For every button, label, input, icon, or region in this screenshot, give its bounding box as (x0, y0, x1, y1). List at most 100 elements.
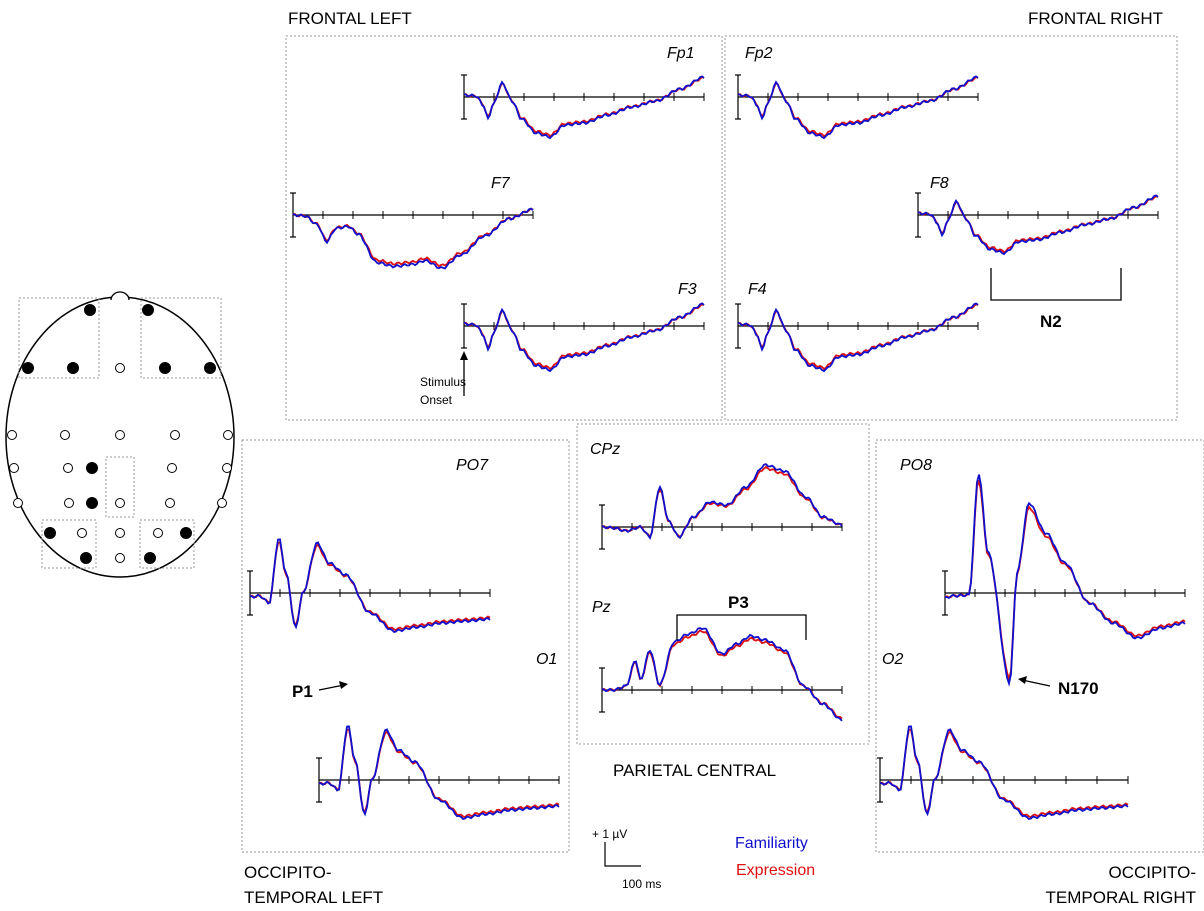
panel-fp1 (461, 74, 705, 140)
n170-arrow (1021, 679, 1051, 687)
trace-familiarity-po8 (944, 474, 1186, 687)
stimulus-onset-label-1: Stimulus (420, 375, 466, 389)
electrode-dot (13, 498, 23, 508)
n2-label: N2 (1040, 312, 1062, 331)
occipito-temporal-left-frame (241, 439, 570, 853)
electrode-dot-selected (86, 497, 98, 509)
legend-familiarity: Familiarity (735, 835, 808, 852)
trace-familiarity-pz (601, 627, 843, 722)
electrode-label-o1: O1 (536, 651, 557, 668)
panel-fp2 (735, 74, 979, 140)
occipito-temporal-right-frame (875, 439, 1204, 853)
electrode-dot-selected (159, 362, 171, 374)
trace-familiarity-fp1 (463, 75, 705, 140)
n170-label: N170 (1058, 679, 1099, 698)
trace-familiarity-cpz (601, 463, 843, 540)
panel-po8 (942, 474, 1186, 687)
trace-expression-po7 (249, 541, 491, 632)
trace-familiarity-fp2 (737, 75, 979, 140)
electrode-dot-selected (142, 304, 154, 316)
electrode-dot (170, 430, 180, 440)
panel-cpz (599, 463, 843, 550)
frontal-left-frame (285, 35, 723, 421)
electrode-dot (115, 528, 125, 538)
electrode-label-o2: O2 (882, 651, 903, 668)
montage-box-parietal (105, 456, 135, 518)
electrode-dot (217, 498, 227, 508)
electrode-label-f8: F8 (930, 175, 949, 192)
n170-arrowhead (1018, 676, 1027, 684)
electrode-dot-selected (86, 462, 98, 474)
trace-familiarity-f7 (292, 207, 534, 270)
scale-bar-lines (604, 842, 641, 867)
electrode-dot (115, 363, 125, 373)
legend-expression: Expression (736, 862, 815, 879)
region-label-frontal-right: FRONTAL RIGHT (1028, 9, 1163, 28)
trace-familiarity-o2 (879, 725, 1129, 820)
electrode-dot-selected (80, 552, 92, 564)
trace-familiarity-f4 (737, 302, 979, 373)
stimulus-onset-label-2: Onset (420, 393, 453, 407)
electrode-dot (222, 463, 232, 473)
scale-bar-amplitude: + 1 µV (592, 827, 627, 841)
electrode-label-fp2: Fp2 (745, 45, 773, 62)
montage-box-frontal-left (18, 297, 100, 379)
region-label-frontal-left: FRONTAL LEFT (288, 9, 412, 28)
electrode-dot-selected (84, 304, 96, 316)
trace-expression-o1 (318, 728, 560, 819)
montage-box-occipital-right (139, 519, 195, 569)
electrode-label-pz: Pz (592, 599, 611, 616)
electrode-label-f7: F7 (491, 175, 511, 192)
region-label-occipito-left-2: TEMPORAL LEFT (244, 888, 383, 907)
electrode-dot-selected (67, 362, 79, 374)
electrode-montage (5, 291, 235, 578)
electrode-dot-selected (144, 552, 156, 564)
electrode-label-cpz: CPz (590, 441, 620, 458)
parietal-central-frame (576, 423, 870, 745)
n2-bracket (990, 268, 1122, 301)
panel-f8 (915, 192, 1159, 256)
stimulus-arrowhead (460, 351, 468, 360)
electrode-dot-selected (180, 527, 192, 539)
trace-familiarity-po7 (249, 538, 491, 634)
trace-familiarity-f3 (463, 302, 705, 373)
electrode-dots (7, 304, 233, 564)
scale-bar (604, 842, 641, 867)
waveform-panels (247, 74, 1186, 821)
electrode-label-fp1: Fp1 (667, 45, 695, 62)
frontal-right-frame (724, 35, 1178, 421)
panel-f7 (290, 192, 534, 270)
region-frames (241, 35, 1204, 853)
electrode-dot (165, 498, 175, 508)
electrode-dot (115, 430, 125, 440)
p3-bracket (676, 614, 807, 640)
electrode-label-po7: PO7 (456, 457, 489, 474)
panel-f3 (461, 302, 705, 373)
region-label-parietal-central: PARIETAL CENTRAL (613, 761, 776, 780)
electrode-dot (153, 528, 163, 538)
trace-expression-pz (601, 629, 843, 720)
p3-label: P3 (728, 593, 749, 612)
trace-expression-o2 (879, 728, 1129, 819)
electrode-dot (63, 463, 73, 473)
p1-arrow (318, 684, 345, 691)
region-label-occipito-left-1: OCCIPITO- (244, 863, 332, 882)
electrode-dot (167, 463, 177, 473)
scale-bar-time: 100 ms (622, 877, 661, 891)
electrode-dot-selected (22, 362, 34, 374)
electrode-dot (223, 430, 233, 440)
electrode-dot (9, 463, 19, 473)
trace-familiarity-f8 (917, 194, 1159, 256)
panel-po7 (247, 538, 491, 634)
panel-pz (599, 627, 843, 722)
electrode-dot (77, 528, 87, 538)
panel-f4 (735, 302, 979, 373)
electrode-dot-selected (204, 362, 216, 374)
electrode-dot-selected (44, 527, 56, 539)
p1-arrowhead (339, 681, 348, 689)
panel-o2 (877, 725, 1129, 820)
electrode-label-f4: F4 (748, 281, 767, 298)
electrode-label-f3: F3 (678, 281, 697, 298)
nose-marker (110, 291, 130, 301)
